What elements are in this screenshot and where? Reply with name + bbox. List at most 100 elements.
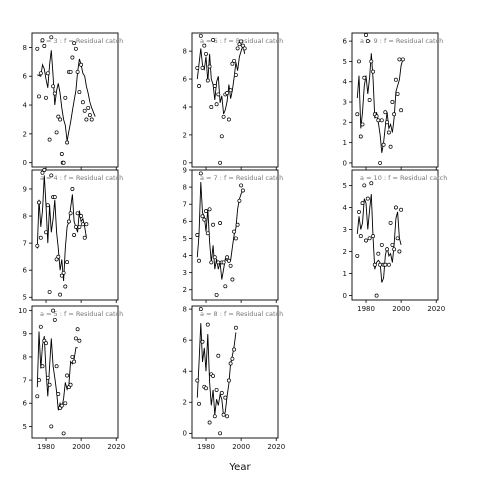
- y-tick-label: 8: [183, 306, 187, 314]
- y-tick-label: 6: [183, 218, 188, 226]
- fit-line: [196, 323, 237, 417]
- panel: a = 7 : f = Residual catch 2 3 4 5 6 7 8 9: [183, 166, 283, 303]
- observation-point: [371, 69, 376, 74]
- observation-point: [205, 322, 210, 327]
- panel: a = 5 : f = Residual catch 5 6 7 8 9 10 1980 200…: [18, 305, 125, 451]
- observation-point: [212, 414, 217, 419]
- observation-point: [82, 235, 87, 240]
- observation-point: [233, 236, 238, 241]
- observation-point: [42, 44, 47, 48]
- observation-point: [37, 200, 41, 205]
- observation-point: [54, 364, 59, 369]
- observation-point: [204, 51, 208, 56]
- observation-point: [86, 105, 91, 110]
- observation-point: [47, 137, 52, 142]
- observation-point: [221, 260, 226, 265]
- fit-line: [37, 50, 96, 142]
- panel-strip-label: a = 7 : f = Residual catch: [200, 174, 283, 182]
- observation-point: [367, 98, 372, 102]
- observation-point: [378, 160, 383, 165]
- observation-point: [388, 220, 393, 225]
- y-tick-label: 8: [23, 212, 27, 220]
- observation-point: [195, 378, 200, 383]
- observation-point: [358, 234, 363, 239]
- observation-point: [68, 382, 73, 387]
- observation-point: [232, 347, 237, 352]
- observation-point: [230, 356, 235, 361]
- observation-point: [399, 207, 404, 212]
- observation-point: [232, 58, 237, 63]
- y-tick-label: 6: [23, 400, 28, 408]
- observation-point: [198, 171, 203, 176]
- y-tick-label: 2: [23, 130, 27, 138]
- observation-point: [84, 222, 89, 227]
- observation-point: [75, 69, 80, 74]
- observation-point: [63, 401, 68, 406]
- observation-point: [221, 114, 226, 119]
- panel-strip-label: a = 3 : f = Residual catch: [40, 37, 123, 45]
- observation-point: [200, 65, 205, 70]
- observation-point: [357, 59, 361, 64]
- observation-point: [51, 308, 56, 313]
- observation-point: [68, 69, 73, 74]
- x-tick-label: 2020: [427, 305, 445, 313]
- observation-point: [225, 91, 230, 95]
- observation-point: [385, 247, 390, 252]
- observation-point: [51, 84, 56, 89]
- y-tick-label: 5: [23, 294, 27, 302]
- y-tick-label: 6: [23, 267, 28, 275]
- observation-point: [207, 64, 212, 69]
- observation-point: [385, 120, 390, 125]
- observation-point: [63, 95, 68, 100]
- observation-point: [365, 39, 370, 44]
- observation-point: [212, 255, 217, 260]
- observation-point: [364, 33, 368, 37]
- observation-point: [44, 230, 48, 235]
- y-tick-label: 2: [183, 286, 187, 294]
- observation-point: [73, 224, 78, 229]
- fit-line: [196, 181, 244, 280]
- panel-frame: [351, 32, 439, 168]
- observation-point: [216, 260, 221, 265]
- observation-point: [61, 160, 66, 165]
- y-tick-label: 4: [23, 101, 28, 109]
- observation-point: [216, 353, 221, 358]
- observation-point: [56, 392, 61, 396]
- observation-point: [376, 118, 381, 123]
- observation-point: [72, 41, 77, 46]
- observation-point: [75, 327, 80, 332]
- observation-point: [198, 307, 203, 312]
- observation-point: [65, 373, 70, 378]
- y-tick-label: 4: [183, 252, 188, 260]
- observation-point: [79, 214, 84, 218]
- observation-point: [52, 317, 57, 322]
- observation-point: [80, 222, 85, 227]
- observation-point: [399, 108, 404, 113]
- observation-point: [205, 78, 210, 83]
- y-tick-label: 2: [183, 131, 187, 139]
- observation-point: [197, 401, 201, 406]
- observation-point: [374, 114, 379, 119]
- panel-strip-label: a = 10 : f = Residual catch: [360, 174, 447, 182]
- observation-point: [392, 247, 397, 252]
- panel-frame: [351, 169, 439, 301]
- y-tick-label: 7: [23, 240, 27, 248]
- observation-point: [228, 263, 233, 268]
- observation-point: [226, 117, 231, 122]
- panel-strip-label: a = 5 : f = Residual catch: [40, 310, 123, 318]
- panel: a = 10 : f = Residual catch 0 1 2 3 4 5 1980 200…: [343, 169, 447, 313]
- y-tick-label: 0: [343, 159, 347, 167]
- observation-point: [219, 134, 224, 139]
- observation-point: [388, 144, 393, 149]
- observation-point: [89, 117, 94, 122]
- observation-point: [73, 46, 78, 51]
- y-tick-label: 6: [343, 38, 348, 46]
- observation-point: [84, 117, 89, 122]
- observation-point: [225, 414, 230, 419]
- observation-point: [228, 361, 233, 366]
- y-tick-label: 2: [343, 248, 347, 256]
- y-tick-label: 5: [343, 182, 347, 190]
- observation-point: [239, 39, 244, 44]
- observation-point: [45, 71, 50, 76]
